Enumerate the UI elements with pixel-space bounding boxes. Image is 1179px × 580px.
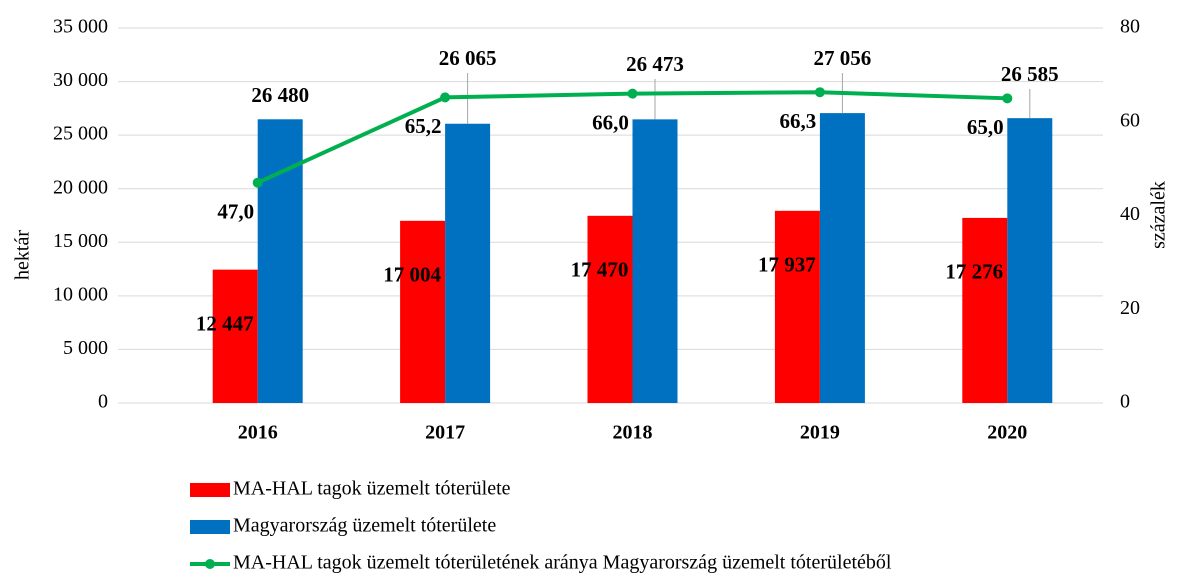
- data-label: 26 473: [626, 52, 684, 76]
- data-label: 27 056: [814, 46, 872, 70]
- bar: [587, 215, 633, 403]
- bar: [632, 119, 678, 403]
- x-tick-label: 2018: [613, 422, 653, 444]
- legend-label: Magyarország üzemelt tóterülete: [233, 515, 496, 537]
- bar: [257, 119, 303, 404]
- bar: [774, 210, 820, 403]
- y2-tick-label: 60: [1120, 109, 1140, 131]
- y-axis-title: hektár: [12, 230, 34, 280]
- y2-axis-title: százalék: [1148, 181, 1170, 249]
- bar: [445, 123, 491, 403]
- y2-tick-label: 0: [1120, 391, 1130, 413]
- y2-tick-label: 80: [1120, 16, 1140, 38]
- legend-swatch: [205, 559, 215, 569]
- data-label: 66,0: [592, 110, 629, 134]
- line-marker: [1002, 93, 1013, 104]
- line-marker: [814, 87, 825, 98]
- legend-label: MA-HAL tagok üzemelt tóterületének arány…: [233, 552, 892, 574]
- data-label: 66,3: [780, 109, 817, 133]
- data-label: 26 480: [251, 83, 309, 107]
- legend-swatch: [190, 483, 230, 497]
- data-label: 26 585: [1001, 62, 1059, 86]
- bar: [1007, 118, 1053, 404]
- data-label: 26 065: [439, 46, 497, 70]
- legend-swatch: [190, 520, 230, 534]
- x-tick-label: 2020: [987, 422, 1027, 444]
- y-tick-label: 5 000: [63, 337, 108, 359]
- bar: [819, 113, 865, 403]
- data-label: 47,0: [217, 200, 254, 224]
- y-tick-label: 10 000: [53, 283, 108, 305]
- data-label: 65,2: [405, 114, 442, 138]
- y-tick-label: 0: [98, 391, 108, 413]
- y-tick-label: 25 000: [53, 123, 108, 145]
- x-tick-label: 2017: [425, 422, 465, 444]
- data-label: 17 004: [383, 263, 441, 287]
- line-marker: [252, 177, 263, 188]
- bar: [212, 269, 258, 403]
- y-tick-label: 30 000: [53, 69, 108, 91]
- data-label: 17 276: [945, 260, 1003, 284]
- y-tick-label: 35 000: [53, 16, 108, 38]
- bar: [400, 220, 446, 403]
- data-label: 17 937: [758, 253, 816, 277]
- y-tick-label: 20 000: [53, 176, 108, 198]
- bar: [962, 217, 1008, 403]
- legend-label: MA-HAL tagok üzemelt tóterülete: [233, 478, 511, 500]
- y2-tick-label: 20: [1120, 297, 1140, 319]
- y2-tick-label: 40: [1120, 203, 1140, 225]
- data-label: 12 447: [196, 311, 254, 335]
- x-tick-label: 2016: [238, 422, 278, 444]
- line-marker: [440, 92, 451, 103]
- data-label: 65,0: [967, 115, 1004, 139]
- line-marker: [627, 88, 638, 99]
- y-tick-label: 15 000: [53, 230, 108, 252]
- x-tick-label: 2019: [800, 422, 840, 444]
- data-label: 17 470: [571, 258, 629, 282]
